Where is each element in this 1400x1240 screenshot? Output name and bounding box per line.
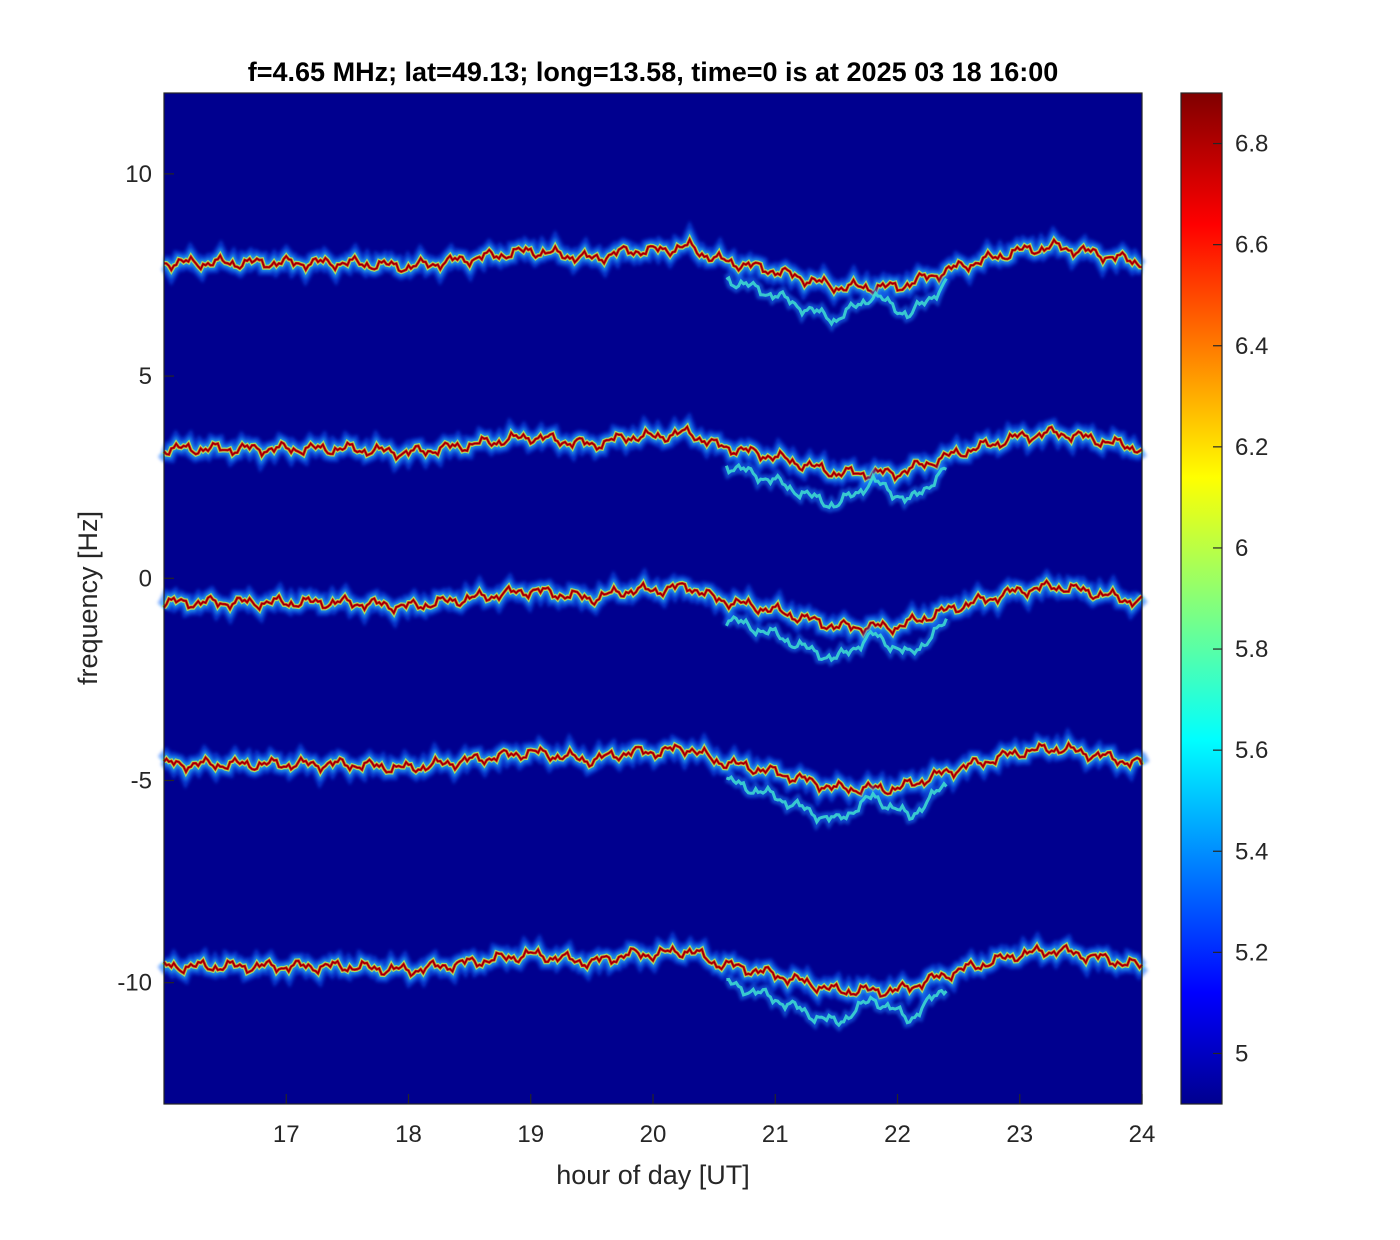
y-tick-label: 0	[139, 565, 152, 592]
colorbar-tick-label: 6.8	[1235, 131, 1268, 158]
x-axis: 17 18 19 20 21 22 23 24	[273, 1094, 1155, 1148]
secondary-trace	[725, 774, 948, 825]
secondary-trace	[725, 615, 948, 663]
trace-peak	[163, 580, 1143, 635]
x-tick-label: 24	[1129, 1121, 1156, 1148]
colorbar-tick-label: 5.6	[1235, 737, 1268, 764]
heatmap-trace-band	[157, 726, 1150, 832]
colorbar-gradient	[1180, 92, 1223, 1105]
colorbar-tick-label: 5.2	[1235, 939, 1268, 966]
x-tick-label: 23	[1006, 1121, 1033, 1148]
y-tick-label: -10	[117, 970, 152, 997]
trace-peak	[163, 742, 1143, 795]
colorbar-tick-label: 6.2	[1235, 434, 1268, 461]
colorbar-tick-label: 5	[1235, 1040, 1248, 1067]
x-axis-label: hour of day [UT]	[556, 1160, 750, 1190]
y-tick-label: 5	[139, 363, 152, 390]
colorbar-tick-label: 6	[1235, 535, 1248, 562]
colorbar-tick-label: 5.8	[1235, 636, 1268, 663]
colorbar-tick-label: 5.4	[1235, 838, 1268, 865]
colorbar: 6.8 6.6 6.4 6.2 6 5.8 5.6 5.4 5.2 5	[1180, 92, 1268, 1105]
x-tick-label: 19	[517, 1121, 544, 1148]
colorbar-ticks: 6.8 6.6 6.4 6.2 6 5.8 5.6 5.4 5.2 5	[1213, 131, 1268, 1067]
secondary-trace	[726, 977, 948, 1028]
secondary-trace	[724, 462, 947, 510]
colorbar-tick-label: 6.6	[1235, 232, 1268, 259]
x-tick-label: 17	[273, 1121, 300, 1148]
heatmap-trace-band	[157, 412, 1147, 513]
secondary-trace	[725, 275, 948, 327]
x-tick-label: 18	[395, 1121, 422, 1148]
heatmap-trace-band	[157, 930, 1149, 1032]
y-axis-label: frequency [Hz]	[73, 511, 103, 685]
y-tick-label: -5	[131, 767, 152, 794]
trace-peak	[163, 425, 1143, 481]
chart-title: f=4.65 MHz; lat=49.13; long=13.58, time=…	[248, 57, 1058, 87]
heatmap-trace-band	[160, 220, 1146, 333]
y-axis: 10 5 0 -5 -10	[117, 161, 174, 997]
colorbar-tick-label: 6.4	[1235, 333, 1268, 360]
x-tick-label: 20	[640, 1121, 667, 1148]
heatmap-traces	[157, 220, 1150, 1032]
y-tick-label: 10	[125, 161, 152, 188]
plot-area	[157, 92, 1150, 1105]
heatmap-trace-band	[157, 567, 1148, 668]
x-tick-label: 21	[762, 1121, 789, 1148]
x-tick-label: 22	[884, 1121, 911, 1148]
trace-peak	[163, 238, 1143, 294]
trace-peak	[163, 944, 1143, 998]
